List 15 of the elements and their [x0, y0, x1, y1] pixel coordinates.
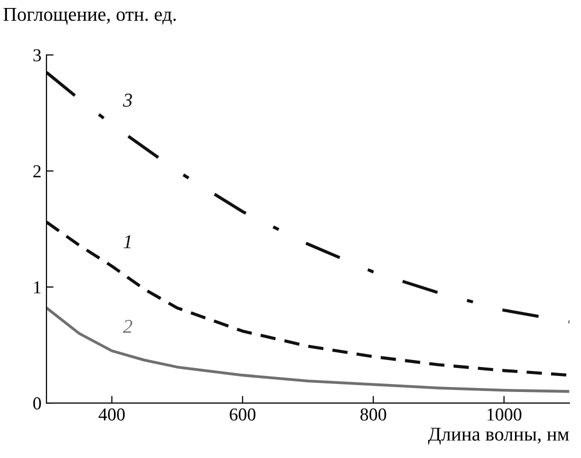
line-series: [46, 220, 570, 377]
x-axis-title: Длина волны, нм: [428, 428, 569, 445]
y-axis-title: Поглощение, отн. ед.: [3, 8, 176, 25]
x-tick-label: 600: [230, 408, 256, 421]
y-tick-label: 0: [33, 397, 41, 410]
line-series: [46, 306, 570, 393]
series-label: 1: [124, 235, 131, 248]
series-label: 2: [122, 320, 132, 333]
y-tick-label: 2: [33, 165, 41, 178]
y-tick-label: 3: [33, 49, 41, 62]
y-tick-label: 1: [34, 281, 41, 294]
series-label: 3: [122, 94, 132, 107]
x-tick-label: 400: [98, 408, 125, 421]
x-tick-label: 1000: [488, 408, 522, 421]
x-tick-label: 800: [360, 408, 386, 421]
